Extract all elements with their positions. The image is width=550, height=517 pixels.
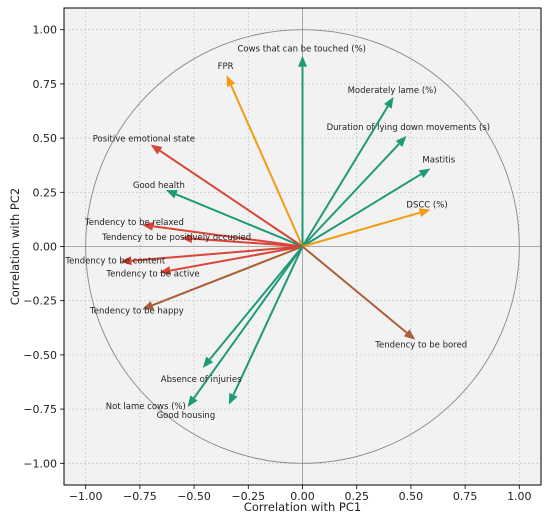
vector-arrow [301,168,431,248]
x-tick-label: −0.50 [177,490,211,503]
vector-label: Mastitis [422,155,455,165]
y-axis-label: Correlation with PC2 [8,188,22,305]
vector-label: Cows that can be touched (%) [238,45,367,55]
vector-arrow [150,144,304,248]
vector-arrow [301,245,416,340]
x-tick-label: −0.25 [231,490,265,503]
y-tick-label: −1.00 [23,457,57,470]
vector-arrow [301,96,394,248]
vector-label: Tendency to be positively occupied [101,233,251,243]
vector-arrowhead [298,55,307,67]
unit-circle [85,29,520,464]
vector-arrow [202,245,304,368]
vector-shaft [232,246,304,396]
vector-arrow [120,245,303,266]
unit-circle-outline [85,29,520,464]
vector-arrowhead [150,144,163,155]
x-tick-label: −0.75 [123,490,157,503]
vector-shaft [193,245,304,399]
vector-shaft [301,105,389,248]
vector-shaft [301,173,422,248]
y-tick-label: 0.25 [33,186,58,199]
vector-shaft [208,245,304,361]
y-tick-label: 0.50 [33,132,58,145]
vector-arrowhead [384,96,394,109]
vector-shaft [175,193,303,248]
vector-arrowhead [181,234,193,244]
vector-label: FPR [218,62,234,72]
vector-arrowhead [165,190,178,199]
vector-arrow [142,221,303,248]
vector-arrow [228,246,304,405]
vector-label: Tendency to be bored [374,341,467,351]
vector-label: Good housing [157,411,216,421]
vector-arrow [159,245,303,275]
x-tick-label: 1.00 [507,490,532,503]
vector-shaft [301,143,400,248]
y-tick-label: −0.75 [23,403,57,416]
vector-shaft [301,245,408,334]
vector-arrowhead [418,208,431,218]
vector-arrowhead [142,301,154,310]
vector-arrow [302,208,431,248]
vector-label: DSCC (%) [406,201,447,211]
vector-label: Tendency to be happy [89,306,184,316]
vector-shaft [191,237,303,248]
vector-shaft [151,245,303,307]
vector-labels: Cows that can be touched (%) FPR Moderatel… [64,45,490,421]
vector-shaft [230,84,304,247]
x-tick-label: 0.00 [290,490,315,503]
vector-label: Tendency to be content [64,257,166,267]
x-axis-ticks: −1.00 −0.75 −0.50 −0.25 0.00 0.25 0.50 0.75 1.00 [69,485,532,503]
vector-arrow [298,55,307,247]
vector-arrowhead [159,266,172,275]
vector-shaft [302,211,421,248]
vector-arrowhead [142,221,154,231]
vector-shaft [170,245,303,272]
vector-shaft [152,225,303,248]
vector-arrow [165,190,303,248]
vector-arrow [181,234,303,248]
vector-label: Tendency to be relaxed [84,218,184,228]
y-tick-label: 1.00 [33,24,58,37]
vector-label: Tendency to be active [105,270,199,280]
y-tick-label: −0.25 [23,295,57,308]
y-axis-ticks: −1.00 −0.75 −0.50 −0.25 0.00 0.25 0.50 0.75 1.00 [23,24,64,470]
x-tick-label: 0.25 [344,490,369,503]
vector-shaft [159,149,304,248]
vector-arrowhead [187,395,198,407]
y-tick-label: 0.75 [33,78,58,91]
vector-arrowhead [395,135,407,148]
vector-label: Absence of injuries [161,375,242,385]
vector-arrowhead [403,329,416,340]
vector-label: Duration of lying down movements (s) [327,123,491,133]
y-tick-label: −0.50 [23,349,57,362]
y-tick-label: 0.00 [33,241,58,254]
x-axis-label: Correlation with PC1 [244,500,361,514]
vector-label: Good health [133,181,185,191]
x-tick-label: −1.00 [69,490,103,503]
vector-arrow [142,245,303,310]
vector-arrowhead [418,168,431,179]
vector-label: Not lame cows (%) [106,402,186,412]
vector-arrowhead [226,75,236,88]
vector-label: Positive emotional state [93,135,195,145]
vector-arrow [226,75,304,247]
vector-label: Moderately lame (%) [348,86,437,96]
vector-arrowhead [228,392,238,405]
vector-arrow [301,135,407,248]
vectors [120,55,431,407]
x-tick-label: 0.50 [399,490,424,503]
vector-arrowhead [202,356,214,368]
x-tick-label: 0.75 [453,490,478,503]
vector-shaft [131,245,303,262]
vector-arrowhead [120,256,132,266]
vector-arrow [187,245,304,407]
